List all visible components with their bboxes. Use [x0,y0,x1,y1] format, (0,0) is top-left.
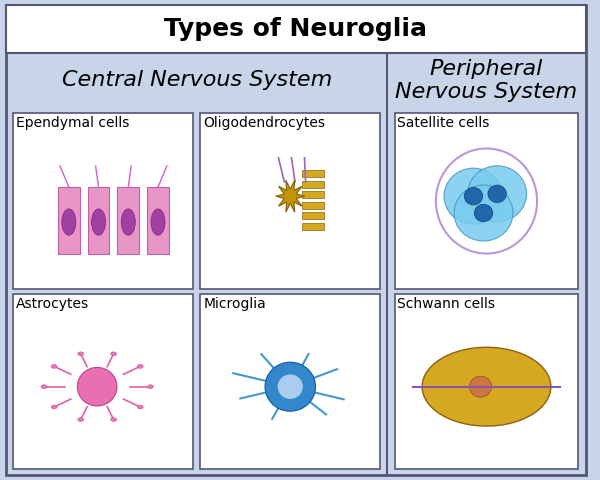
Bar [302,212,324,219]
Bar [58,187,80,253]
Ellipse shape [110,352,116,356]
Text: Oligodendrocytes: Oligodendrocytes [203,116,325,130]
Bar [200,294,380,469]
Bar [302,191,324,198]
Ellipse shape [78,418,83,421]
Bar [6,5,586,53]
Bar [88,187,109,253]
Ellipse shape [51,364,57,368]
Polygon shape [276,180,305,212]
Bar [302,223,324,230]
Bar [118,187,139,253]
Bar [13,294,193,469]
Ellipse shape [137,364,143,368]
Ellipse shape [41,385,47,389]
FancyBboxPatch shape [6,5,586,475]
Ellipse shape [110,418,116,421]
Ellipse shape [444,168,503,224]
Ellipse shape [62,209,76,235]
Text: Ependymal cells: Ependymal cells [16,116,130,130]
Ellipse shape [468,166,527,222]
Bar [395,113,578,288]
Bar [302,170,324,177]
Bar [13,113,193,288]
Ellipse shape [278,374,303,399]
Text: Peripheral
Nervous System: Peripheral Nervous System [395,59,578,102]
Ellipse shape [488,185,506,203]
Text: Microglia: Microglia [203,297,266,311]
Bar [302,180,324,188]
Text: Satellite cells: Satellite cells [397,116,490,130]
Text: Types of Neuroglia: Types of Neuroglia [164,17,427,41]
Ellipse shape [137,405,143,409]
Ellipse shape [77,367,117,406]
Ellipse shape [121,209,136,235]
Ellipse shape [475,204,493,222]
Text: Central Nervous System: Central Nervous System [62,70,332,90]
Ellipse shape [464,188,482,205]
Bar [147,187,169,253]
Ellipse shape [148,385,154,389]
Ellipse shape [470,376,491,397]
Ellipse shape [92,209,106,235]
Ellipse shape [151,209,165,235]
Bar [200,113,380,288]
Ellipse shape [51,405,57,409]
Bar [395,294,578,469]
Ellipse shape [78,352,83,356]
Ellipse shape [265,362,316,411]
Bar [302,202,324,209]
Ellipse shape [422,348,551,426]
Text: Schwann cells: Schwann cells [397,297,496,311]
Ellipse shape [454,185,513,241]
Text: Astrocytes: Astrocytes [16,297,89,311]
